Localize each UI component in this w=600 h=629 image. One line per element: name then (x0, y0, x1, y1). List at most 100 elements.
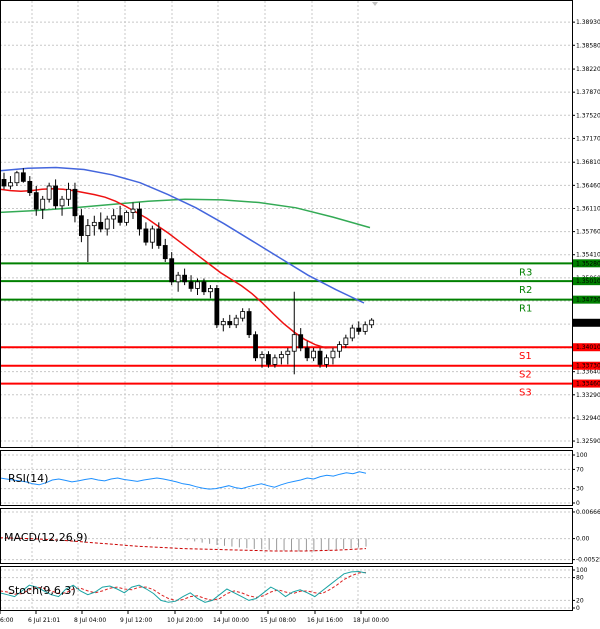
candle-body (124, 212, 129, 223)
indicator-tick-label: 0 (576, 500, 580, 507)
level-price-box (573, 361, 600, 370)
level-price-box (573, 259, 600, 268)
level-price-box (573, 343, 600, 352)
level-price-box (573, 379, 600, 388)
candle-body (27, 180, 33, 194)
price-tick-label: 1.35760 (576, 229, 600, 236)
candle-body (188, 281, 194, 289)
stoch-label: Stoch(9,6,3) (8, 584, 76, 597)
candle-body (285, 350, 291, 355)
macd-axis: 0.00666 0.00 -0.00525 (572, 509, 600, 564)
rsi-axis: 100 70 30 0 (572, 452, 588, 507)
candle-body (91, 221, 97, 227)
candle-body (85, 225, 91, 236)
current-price-label: 1.34380 (576, 320, 600, 327)
candle-body (162, 245, 168, 260)
price-axis: 1.38930 1.38580 1.38220 1.37870 1.37520 1.371… (572, 19, 600, 445)
candle-body (130, 208, 136, 213)
time-tick-label: 14 Jul 00:00 (213, 617, 249, 624)
time-tick-label: 18 Jul 00:00 (353, 617, 389, 624)
indicator-tick-label: 0.00 (576, 536, 590, 543)
indicator-tick-label: 70 (576, 466, 584, 473)
candle-body (266, 354, 271, 365)
level-name-s1: S1 (519, 351, 532, 362)
main-price-panel: R3 R2 R1 S1 S2 S3 1.38930 1.38580 1.38220 1.3787… (0, 0, 600, 448)
candle-body (117, 215, 123, 223)
candle-body (66, 188, 71, 200)
price-tick-label: 1.36460 (576, 182, 600, 189)
price-tick-label: 1.32940 (576, 415, 600, 422)
time-tick-label: 6 Jul 21:01 (28, 617, 60, 624)
candle-body (349, 327, 355, 339)
candle-body (104, 218, 110, 230)
candle-body (182, 274, 188, 283)
candle-body (1, 178, 7, 187)
candle-body (227, 321, 233, 326)
level-price-label: 1.33460 (576, 381, 600, 388)
price-tick-label: 1.38220 (576, 66, 600, 73)
price-tick-label: 1.38930 (576, 19, 600, 26)
candle-body (8, 182, 13, 187)
candle-body (207, 288, 213, 293)
level-name-r2: R2 (519, 285, 532, 296)
level-price-label: 1.35010 (576, 278, 600, 285)
candle-body (137, 208, 142, 230)
candle-body (195, 281, 200, 289)
indicator-tick-label: 20 (576, 597, 584, 604)
candle-body (369, 319, 375, 326)
stoch-k-line (0, 570, 367, 603)
candle-body (324, 357, 329, 365)
level-name-r1: R1 (519, 304, 532, 315)
candle-body (259, 354, 265, 359)
candle-body (253, 334, 258, 359)
time-axis: 6:00 6 Jul 21:01 8 Jul 04:00 9 Jul 12:00 10 … (0, 611, 389, 624)
candle-body (291, 334, 297, 352)
candle-body (79, 215, 84, 236)
indicator-tick-label: 0.00666 (576, 509, 600, 516)
level-name-s2: S2 (519, 370, 532, 381)
candle-body (214, 288, 220, 326)
candle-body (14, 172, 20, 184)
candle-body (330, 350, 336, 359)
time-tick-label: 6:00 (0, 617, 14, 624)
level-name-r3: R3 (519, 267, 532, 278)
price-tick-label: 1.37170 (576, 135, 600, 142)
price-tick-label: 1.35410 (576, 252, 600, 259)
rsi-panel: RSI(14) 100 70 30 0 (0, 450, 588, 507)
time-tick-label: 8 Jul 04:00 (74, 617, 106, 624)
current-price-box (573, 318, 600, 327)
candle-body (20, 172, 26, 182)
price-tick-label: 1.32590 (576, 438, 600, 445)
candle-body (336, 344, 342, 352)
candlesticks (1, 168, 375, 375)
price-tick-label: 1.37520 (576, 112, 600, 119)
price-tick-label: 1.37870 (576, 89, 600, 96)
candle-body (175, 274, 181, 283)
candle-body (72, 188, 78, 217)
pivot-levels: R3 R2 R1 S1 S2 S3 (0, 262, 572, 399)
price-tick-label: 1.36810 (576, 159, 600, 166)
time-tick-label: 10 Jul 20:00 (167, 617, 203, 624)
level-price-label: 1.34010 (576, 344, 600, 351)
candle-body (317, 350, 323, 365)
candle-body (362, 324, 368, 332)
candle-body (59, 198, 65, 207)
candle-body (46, 185, 52, 200)
price-tick-label: 1.33290 (576, 392, 600, 399)
candle-body (111, 215, 117, 220)
macd-panel: MACD(12,26,9) 0.00666 0.00 -0.00525 (0, 508, 600, 564)
indicator-tick-label: 100 (576, 567, 588, 574)
candle-body (220, 321, 226, 326)
candle-body (278, 354, 284, 359)
time-tick-label: 15 Jul 08:00 (260, 617, 296, 624)
time-tick-label: 16 Jul 16:00 (307, 617, 343, 624)
candle-body (304, 347, 310, 359)
macd-signal-line (0, 537, 367, 552)
level-price-box (573, 295, 600, 304)
indicator-tick-label: 0 (576, 605, 580, 612)
ma-blue-line (0, 166, 365, 304)
indicator-tick-label: 80 (576, 575, 584, 582)
